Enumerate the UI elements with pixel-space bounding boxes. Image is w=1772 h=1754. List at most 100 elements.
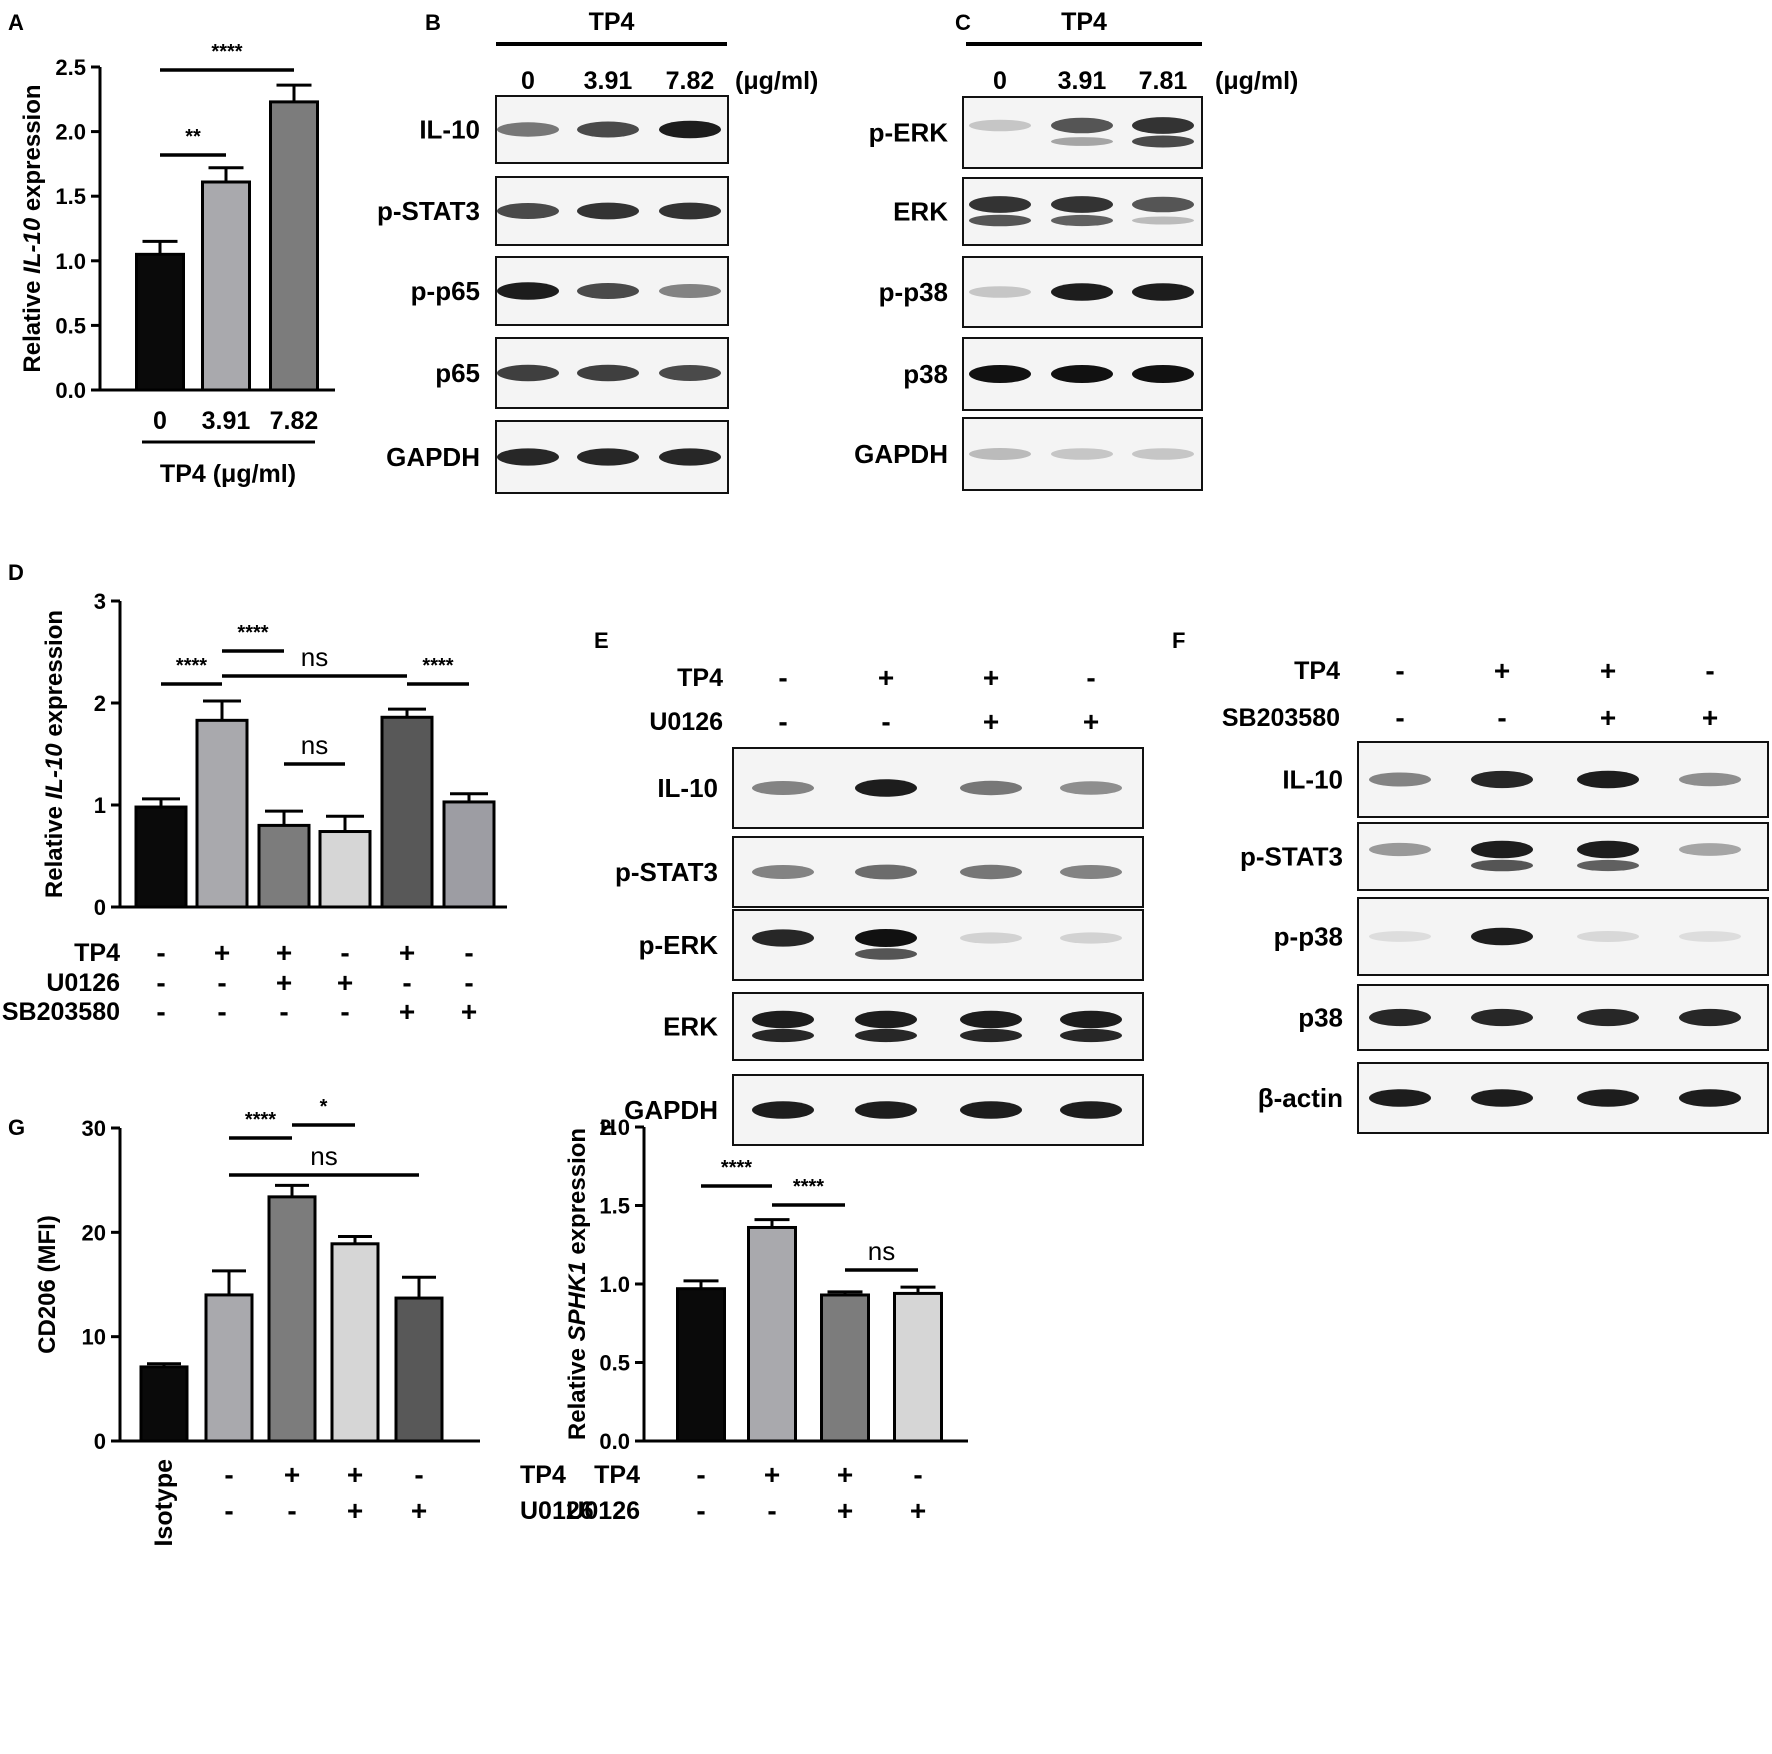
- band: [855, 929, 917, 947]
- bar: [134, 805, 188, 909]
- panel-label: F: [1172, 628, 1185, 653]
- protein-label: IL-10: [419, 115, 480, 145]
- band: [1679, 772, 1741, 787]
- y-tick-label: 1: [94, 793, 106, 818]
- band: [659, 284, 721, 298]
- blot-strip: p-p38: [879, 256, 1203, 328]
- lane-label: 3.91: [584, 67, 633, 95]
- blot-header: TP4: [1061, 8, 1107, 36]
- bar: [257, 823, 311, 909]
- band: [1577, 931, 1639, 942]
- x-tick-label: Isotype: [150, 1459, 178, 1547]
- unit-label: (μg/ml): [735, 67, 818, 95]
- band: [1577, 840, 1639, 859]
- blot-strip: p-STAT3: [377, 176, 729, 246]
- blot-strip: ERK: [663, 992, 1144, 1061]
- condition-label: TP4: [1294, 657, 1340, 685]
- bar: [330, 1242, 380, 1443]
- condition-label: TP4: [677, 664, 723, 692]
- blot-strip: p-ERK: [869, 96, 1203, 169]
- condition-sign: -: [767, 1495, 776, 1526]
- blot-strip: GAPDH: [854, 417, 1203, 491]
- bar: [442, 800, 496, 909]
- band: [1577, 770, 1639, 789]
- significance-label: ****: [422, 655, 453, 677]
- significance-label: ns: [301, 642, 328, 672]
- chart-panel-H: H 0.0 0.5 1.0 1.5 2.0 Relative SPHK1 expressio…: [564, 1115, 968, 1526]
- condition-sign: -: [217, 996, 226, 1027]
- y-tick-label: 20: [82, 1220, 106, 1245]
- band: [1471, 927, 1533, 946]
- band: [1132, 117, 1194, 134]
- band: [577, 283, 639, 299]
- band: [969, 214, 1031, 227]
- condition-sign: -: [778, 662, 787, 693]
- x-tick-label: 3.91: [202, 407, 251, 435]
- condition-label: U0126: [520, 1497, 594, 1525]
- band: [1060, 865, 1122, 879]
- band: [1577, 859, 1639, 872]
- bar: [820, 1293, 870, 1443]
- band: [752, 1010, 814, 1029]
- y-tick-label: 0.5: [599, 1351, 630, 1376]
- protein-label: p-ERK: [639, 930, 719, 960]
- band: [1051, 365, 1113, 383]
- condition-sign: -: [913, 1459, 922, 1490]
- band: [577, 448, 639, 466]
- condition-sign: -: [1395, 655, 1404, 686]
- band: [1051, 196, 1113, 213]
- y-axis-label: Relative IL-10 expression: [19, 84, 46, 372]
- y-tick-label: 2.0: [599, 1115, 630, 1140]
- band: [1060, 1028, 1122, 1043]
- protein-label: p-p65: [411, 276, 480, 306]
- condition-sign: +: [214, 937, 230, 968]
- condition-sign: -: [156, 967, 165, 998]
- condition-sign: +: [983, 662, 999, 693]
- band: [1679, 843, 1741, 856]
- condition-sign: +: [1702, 702, 1718, 733]
- condition-sign: -: [778, 706, 787, 737]
- band: [855, 864, 917, 880]
- condition-sign: -: [402, 967, 411, 998]
- protein-label: p65: [435, 358, 480, 388]
- y-tick-label: 0.5: [55, 313, 86, 338]
- x-axis-label: TP4 (μg/ml): [160, 460, 296, 488]
- y-axis-label: Relative IL-10 expression: [41, 610, 68, 898]
- condition-sign: -: [156, 996, 165, 1027]
- condition-sign: +: [837, 1495, 853, 1526]
- blot-header: TP4: [589, 8, 635, 36]
- band: [855, 948, 917, 960]
- band: [752, 865, 814, 879]
- band: [1132, 196, 1194, 213]
- blot-strip: IL-10: [419, 95, 729, 164]
- y-tick-label: 3: [94, 589, 106, 614]
- blot-strip: p-ERK: [639, 909, 1144, 981]
- condition-sign: +: [461, 996, 477, 1027]
- panel-label: H: [600, 1115, 616, 1140]
- panel-label: D: [8, 560, 24, 585]
- band: [1679, 1089, 1741, 1107]
- condition-sign: +: [276, 967, 292, 998]
- significance-label: ns: [310, 1141, 337, 1171]
- unit-label: (μg/ml): [1215, 67, 1298, 95]
- condition-sign: -: [1497, 702, 1506, 733]
- protein-label: GAPDH: [854, 439, 948, 469]
- lane-label: 7.81: [1139, 67, 1188, 95]
- condition-sign: +: [1083, 706, 1099, 737]
- blot-strip: GAPDH: [386, 420, 729, 494]
- condition-sign: +: [878, 662, 894, 693]
- condition-sign: -: [340, 937, 349, 968]
- band: [969, 286, 1031, 298]
- y-tick-label: 10: [82, 1325, 106, 1350]
- bar: [318, 830, 372, 909]
- condition-label: U0126: [649, 708, 723, 736]
- condition-sign: -: [224, 1495, 233, 1526]
- band: [1132, 216, 1194, 225]
- condition-sign: -: [224, 1459, 233, 1490]
- condition-sign: +: [837, 1459, 853, 1490]
- protein-label: p-p38: [879, 277, 948, 307]
- band: [497, 448, 559, 466]
- lane-label: 3.91: [1058, 67, 1107, 95]
- condition-sign: -: [696, 1459, 705, 1490]
